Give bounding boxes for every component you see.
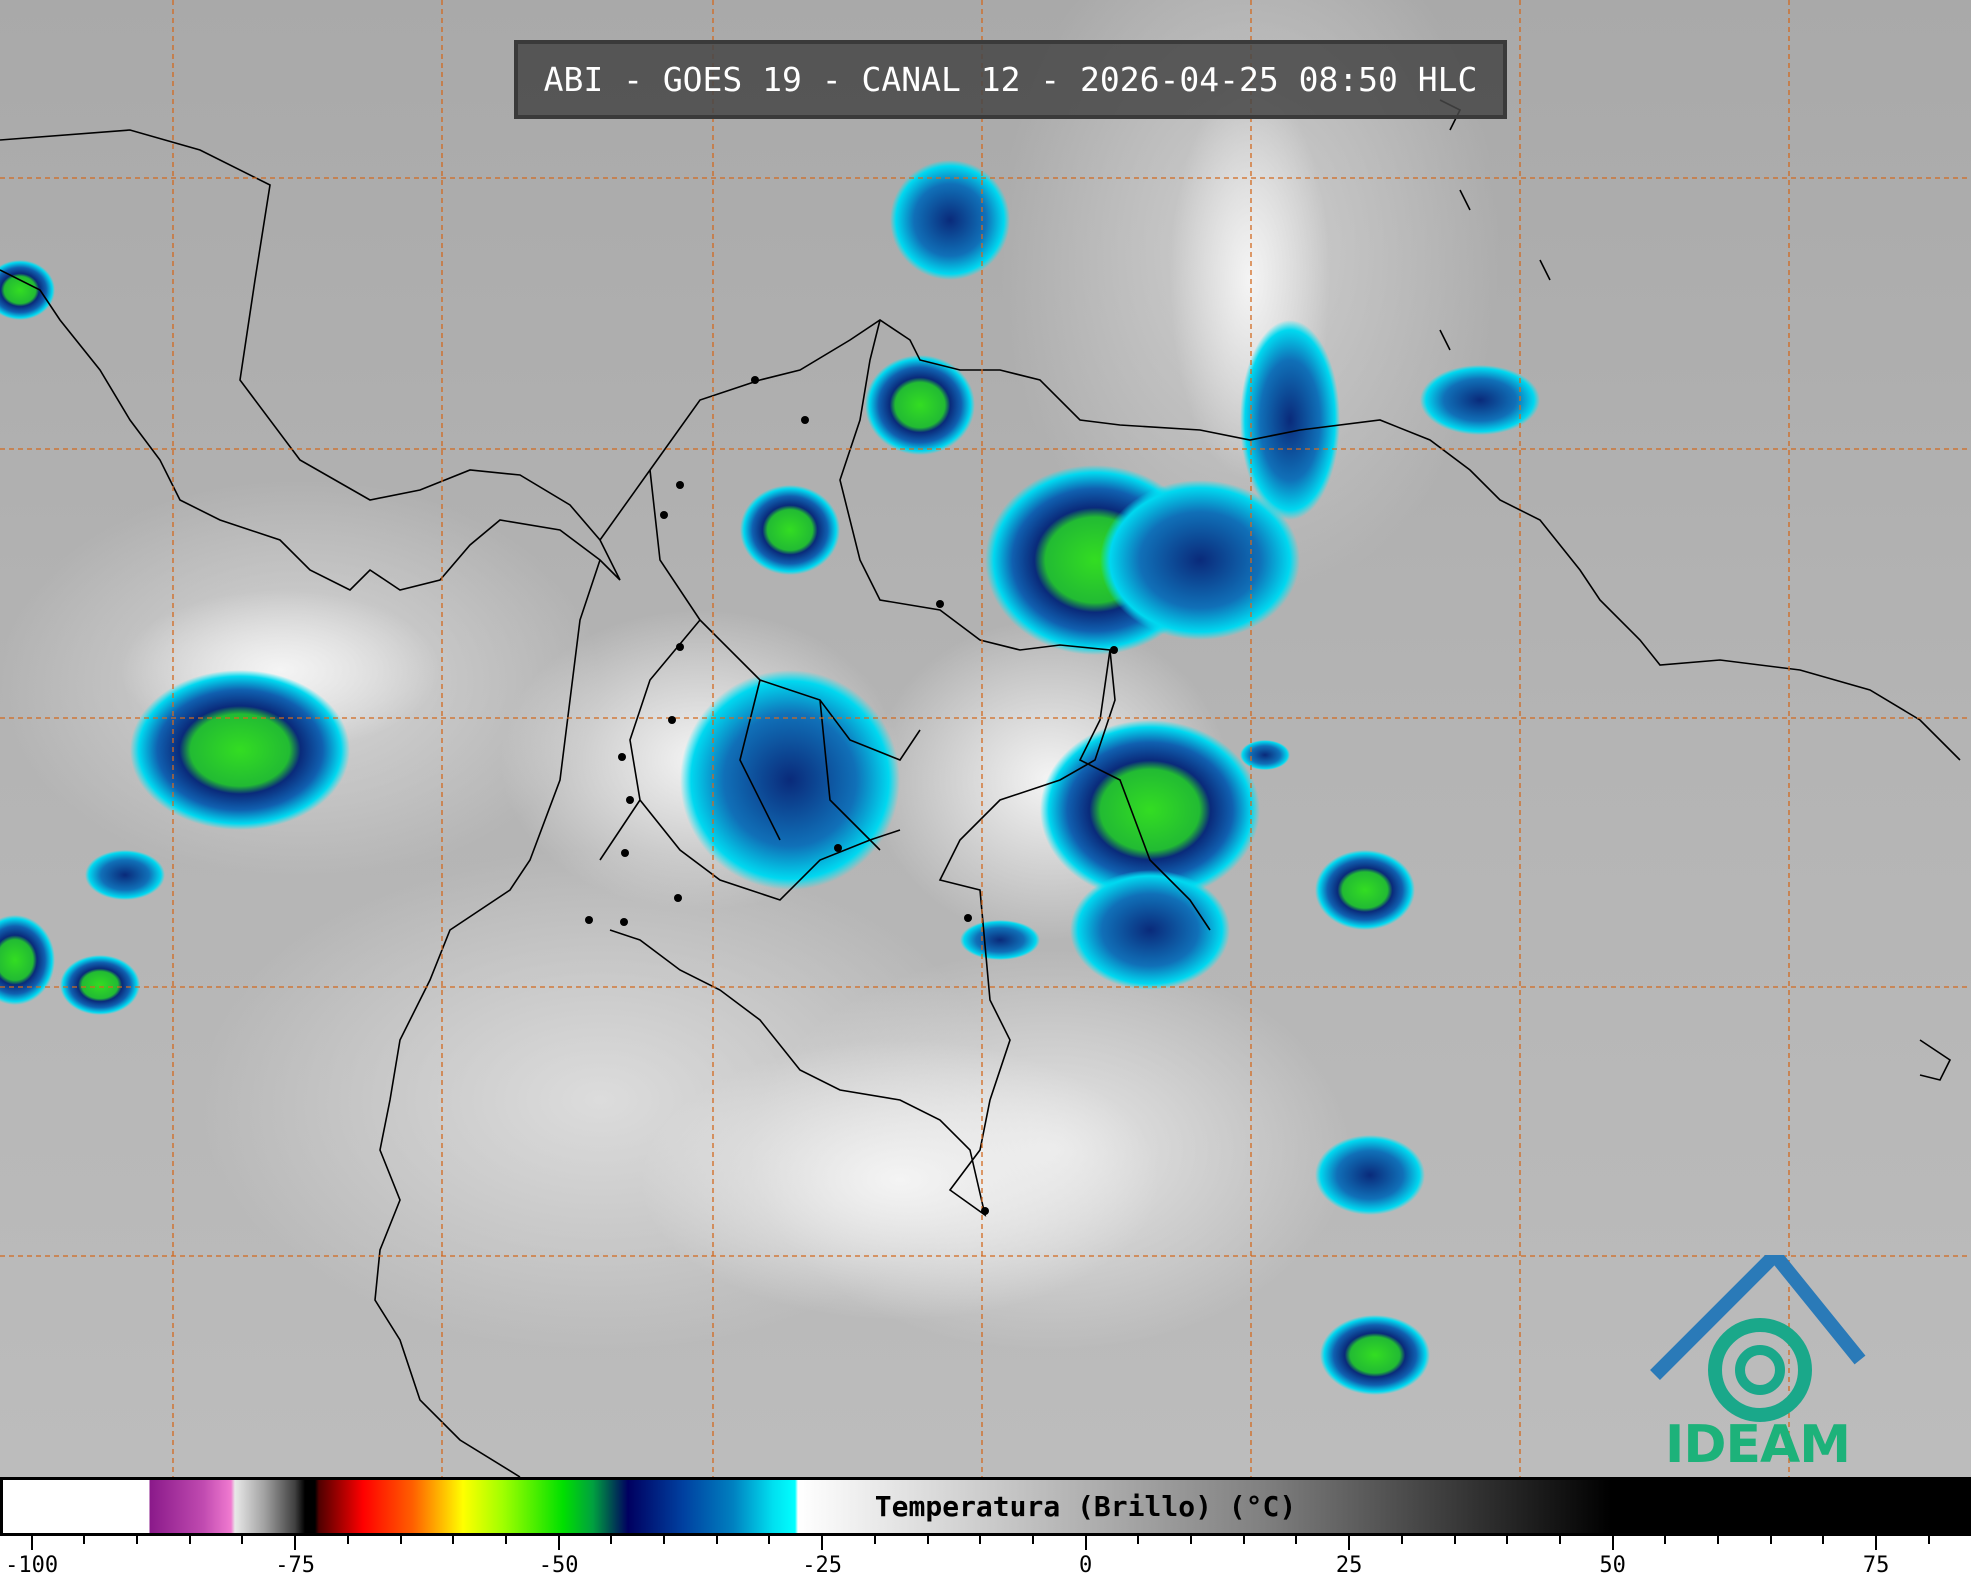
ideam-logo-text: IDEAM — [1665, 1415, 1851, 1475]
minor-tick — [715, 1536, 718, 1544]
minor-tick — [768, 1536, 771, 1544]
venezuela-border — [1078, 649, 1211, 931]
minor-tick — [1453, 1536, 1456, 1544]
minor-tick — [1242, 1536, 1245, 1544]
tick-label: -100 — [5, 1553, 59, 1578]
department-borders — [599, 469, 921, 901]
colorbar-label: Temperatura (Brillo) (°C) — [874, 1490, 1297, 1523]
temperature-colorbar — [0, 1477, 1971, 1536]
minor-tick — [1031, 1536, 1034, 1544]
storm-cell — [960, 920, 1040, 960]
caribbean-islands — [1439, 99, 1952, 1081]
minor-tick — [504, 1536, 507, 1544]
minor-tick — [1664, 1536, 1667, 1544]
storm-cell — [85, 850, 165, 900]
minor-tick — [188, 1536, 191, 1544]
title-banner: ABI - GOES 19 - CANAL 12 - 2026-04-25 08… — [514, 40, 1507, 119]
storm-cell — [1420, 365, 1540, 435]
major-tick — [294, 1536, 297, 1550]
minor-tick — [1295, 1536, 1298, 1544]
major-tick — [821, 1536, 824, 1550]
graticule — [0, 0, 1971, 1477]
minor-tick — [873, 1536, 876, 1544]
minor-tick — [241, 1536, 244, 1544]
minor-tick — [83, 1536, 86, 1544]
minor-tick — [1190, 1536, 1193, 1544]
storm-cell — [1040, 720, 1260, 900]
minor-tick — [1717, 1536, 1720, 1544]
minor-tick — [1137, 1536, 1140, 1544]
minor-tick — [346, 1536, 349, 1544]
central-america-coast — [0, 129, 621, 591]
minor-tick — [926, 1536, 929, 1544]
storm-cell — [0, 260, 55, 320]
minor-tick — [1400, 1536, 1403, 1544]
storm-cell — [1315, 850, 1415, 930]
tick-label: 0 — [1079, 1553, 1093, 1578]
storm-cell — [130, 670, 350, 830]
tick-label: -50 — [538, 1553, 579, 1578]
city-markers — [585, 376, 1118, 1215]
minor-tick — [1769, 1536, 1772, 1544]
colombia-border — [609, 319, 1116, 1217]
tick-label: 25 — [1335, 1553, 1363, 1578]
minor-tick — [1506, 1536, 1509, 1544]
storm-cell — [1320, 1315, 1430, 1395]
minor-tick — [1927, 1536, 1930, 1544]
coastlines-and-borders — [0, 99, 1961, 1477]
major-tick — [1611, 1536, 1614, 1550]
storm-cell — [680, 670, 900, 890]
minor-tick — [1822, 1536, 1825, 1544]
storm-cell — [1315, 1135, 1425, 1215]
map-overlay — [0, 0, 1971, 1477]
minor-tick — [610, 1536, 613, 1544]
minor-tick — [979, 1536, 982, 1544]
major-tick — [30, 1536, 33, 1550]
colorbar-axis: -100 -75 -50 -25 0 25 50 75 — [0, 1536, 1971, 1578]
storm-cell — [1240, 320, 1340, 520]
minor-tick — [136, 1536, 139, 1544]
pacific-coast — [374, 559, 601, 1477]
convective-storms — [0, 160, 1540, 1395]
minor-tick — [1558, 1536, 1561, 1544]
major-tick — [1348, 1536, 1351, 1550]
minor-tick — [399, 1536, 402, 1544]
ideam-logo — [1650, 1255, 1866, 1422]
storm-cell — [865, 355, 975, 455]
storm-cell — [60, 955, 140, 1015]
satellite-map — [0, 0, 1971, 1477]
tick-label: 75 — [1862, 1553, 1890, 1578]
tick-label: -75 — [275, 1553, 315, 1578]
storm-cell — [1100, 480, 1300, 640]
storm-cell — [890, 160, 1010, 280]
storm-cell — [0, 915, 55, 1005]
minor-tick — [452, 1536, 455, 1544]
storm-cell — [1240, 740, 1290, 770]
colombia-venezuela-coast — [599, 319, 1961, 761]
major-tick — [1084, 1536, 1087, 1550]
major-tick — [557, 1536, 560, 1550]
major-tick — [1875, 1536, 1878, 1550]
minor-tick — [663, 1536, 666, 1544]
storm-cell — [740, 485, 840, 575]
tick-label: 50 — [1599, 1553, 1626, 1578]
tick-label: -25 — [802, 1553, 842, 1578]
storm-cell — [1070, 870, 1230, 990]
